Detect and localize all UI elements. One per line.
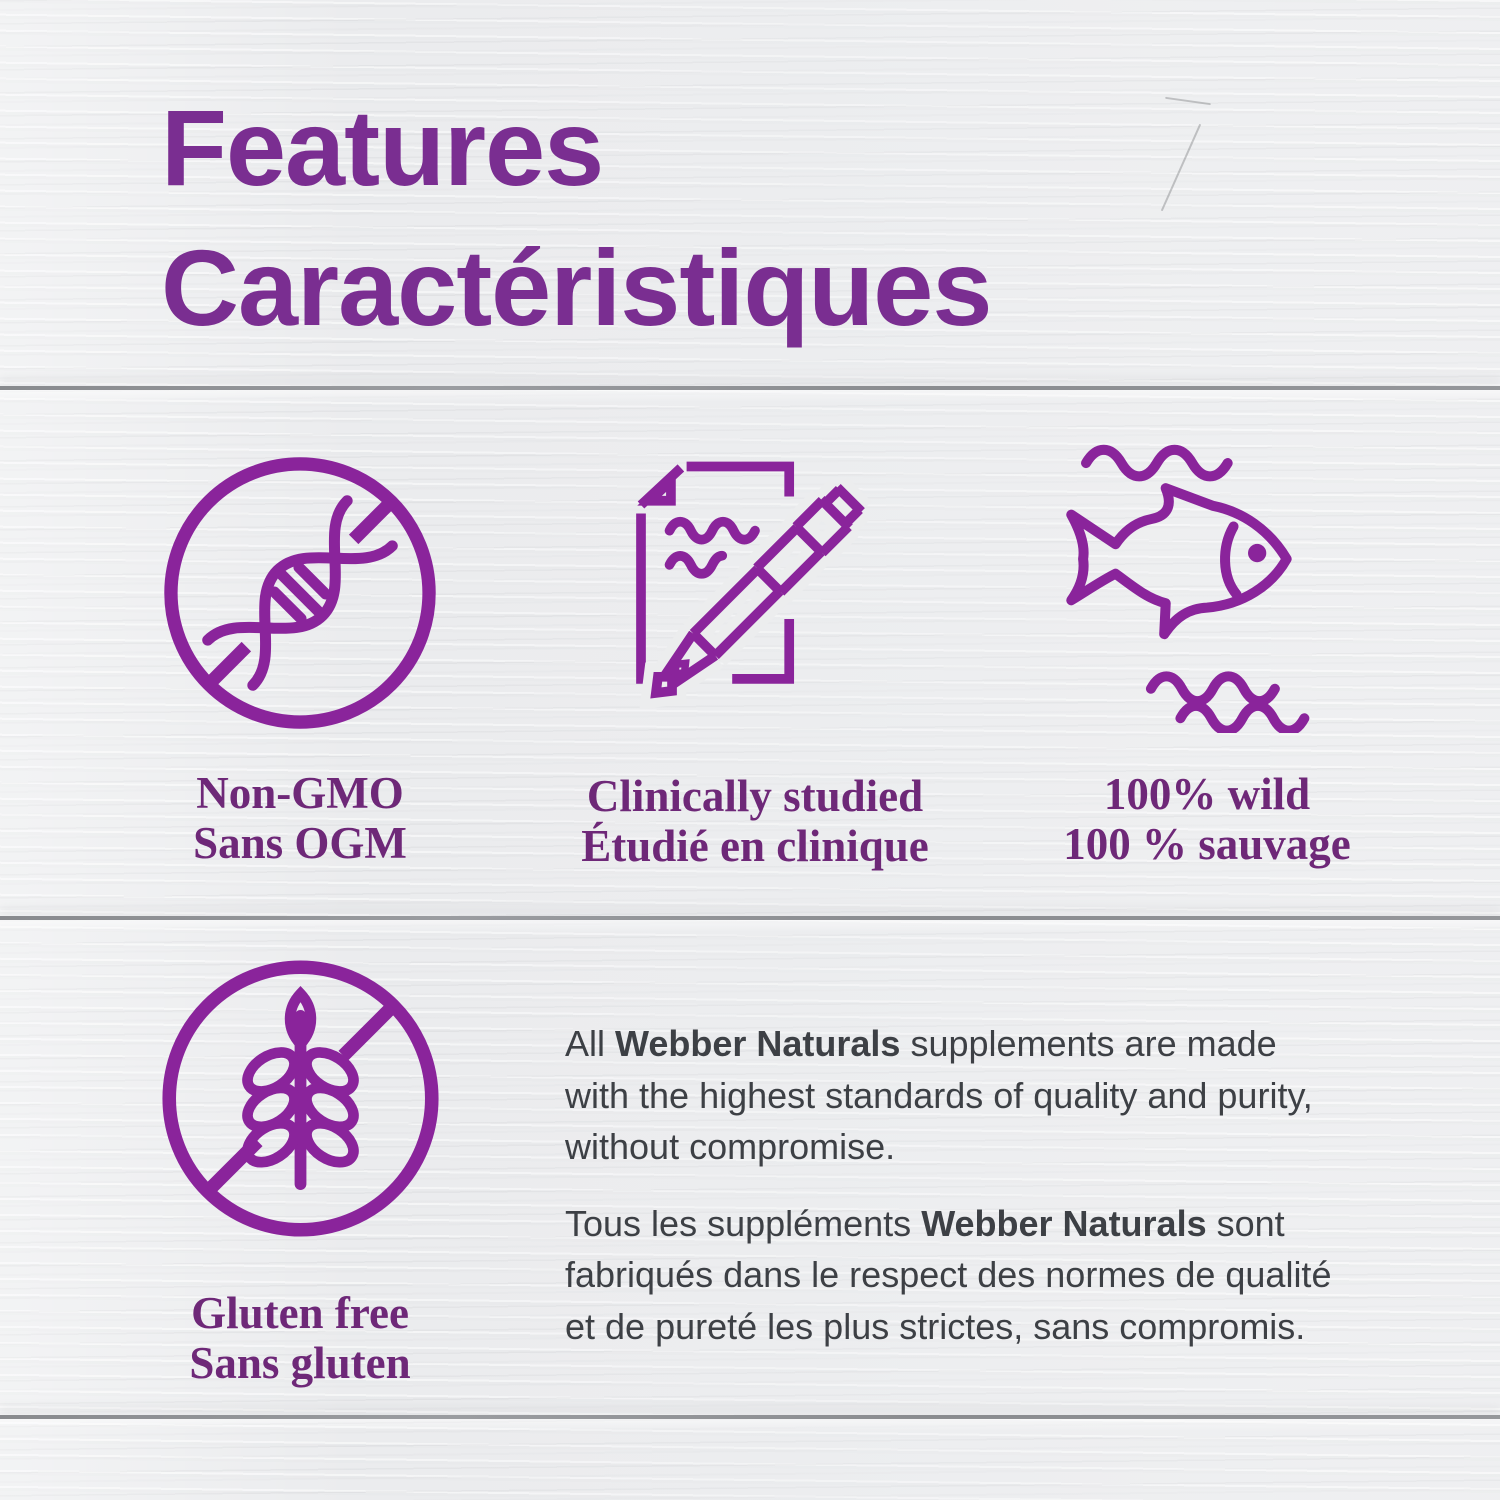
body-text-block: All Webber Naturals supplements are made… [565, 1018, 1375, 1352]
no-gluten-wheat-icon [161, 960, 439, 1237]
clinically-studied-icon-wrap [540, 448, 970, 733]
body-paragraph-fr: Tous les suppléments Webber Naturals son… [565, 1198, 1375, 1353]
wild-fish-icon [1066, 444, 1310, 733]
brand-name: Webber Naturals [921, 1202, 1207, 1244]
feature-label-fr: Sans gluten [189, 1338, 411, 1388]
feature-label-fr: Sans OGM [193, 818, 407, 868]
feature-label-en: 100% wild [1103, 769, 1311, 819]
wood-scratch [1165, 96, 1211, 106]
feature-gluten-free: Gluten free Sans gluten [110, 951, 490, 1388]
feature-label-fr: Étudié en clinique [581, 821, 929, 871]
page-title: Features Caractéristiques [161, 78, 992, 358]
title-line-fr: Caractéristiques [161, 227, 992, 348]
feature-non-gmo: Non-GMO Sans OGM [110, 448, 490, 868]
body-fr-text: Tous les suppléments [565, 1202, 922, 1244]
no-gmo-dna-icon [164, 457, 436, 729]
body-fr-text: et de pureté les plus strictes, sans com… [565, 1305, 1306, 1347]
body-en-text: with the highest standards of quality an… [565, 1074, 1313, 1116]
wood-plank-divider [0, 1415, 1500, 1431]
wood-scratch [1160, 123, 1202, 212]
gluten-free-icon-wrap [110, 951, 490, 1246]
feature-label: 100% wild 100 % sauvage [1003, 769, 1411, 869]
body-en-text: without compromise. [565, 1126, 896, 1167]
brand-name: Webber Naturals [615, 1023, 901, 1064]
wood-plank-divider [0, 386, 1500, 402]
feature-wild: 100% wild 100 % sauvage [1003, 438, 1411, 869]
body-paragraph-en: All Webber Naturals supplements are made… [565, 1018, 1375, 1173]
body-en-text: supplements are made [900, 1023, 1277, 1064]
feature-label-en: Clinically studied [586, 771, 924, 821]
feature-label: Non-GMO Sans OGM [110, 768, 490, 868]
wild-icon-wrap [1003, 438, 1411, 733]
feature-label-en: Non-GMO [196, 768, 404, 818]
wood-plank-divider [0, 916, 1500, 932]
feature-label: Gluten free Sans gluten [110, 1288, 490, 1388]
body-en-text: All [565, 1023, 616, 1064]
body-fr-text: fabriqués dans le respect des normes de … [565, 1254, 1332, 1295]
paper-and-pen-icon [636, 461, 872, 710]
feature-clinically-studied: Clinically studied Étudié en clinique [540, 448, 970, 871]
feature-label-fr: 100 % sauvage [1063, 819, 1351, 869]
body-fr-text: sont [1206, 1202, 1285, 1244]
feature-label: Clinically studied Étudié en clinique [540, 771, 970, 871]
title-line-en: Features [161, 87, 604, 208]
feature-label-en: Gluten free [191, 1288, 409, 1338]
no-gmo-icon-wrap [110, 448, 490, 738]
